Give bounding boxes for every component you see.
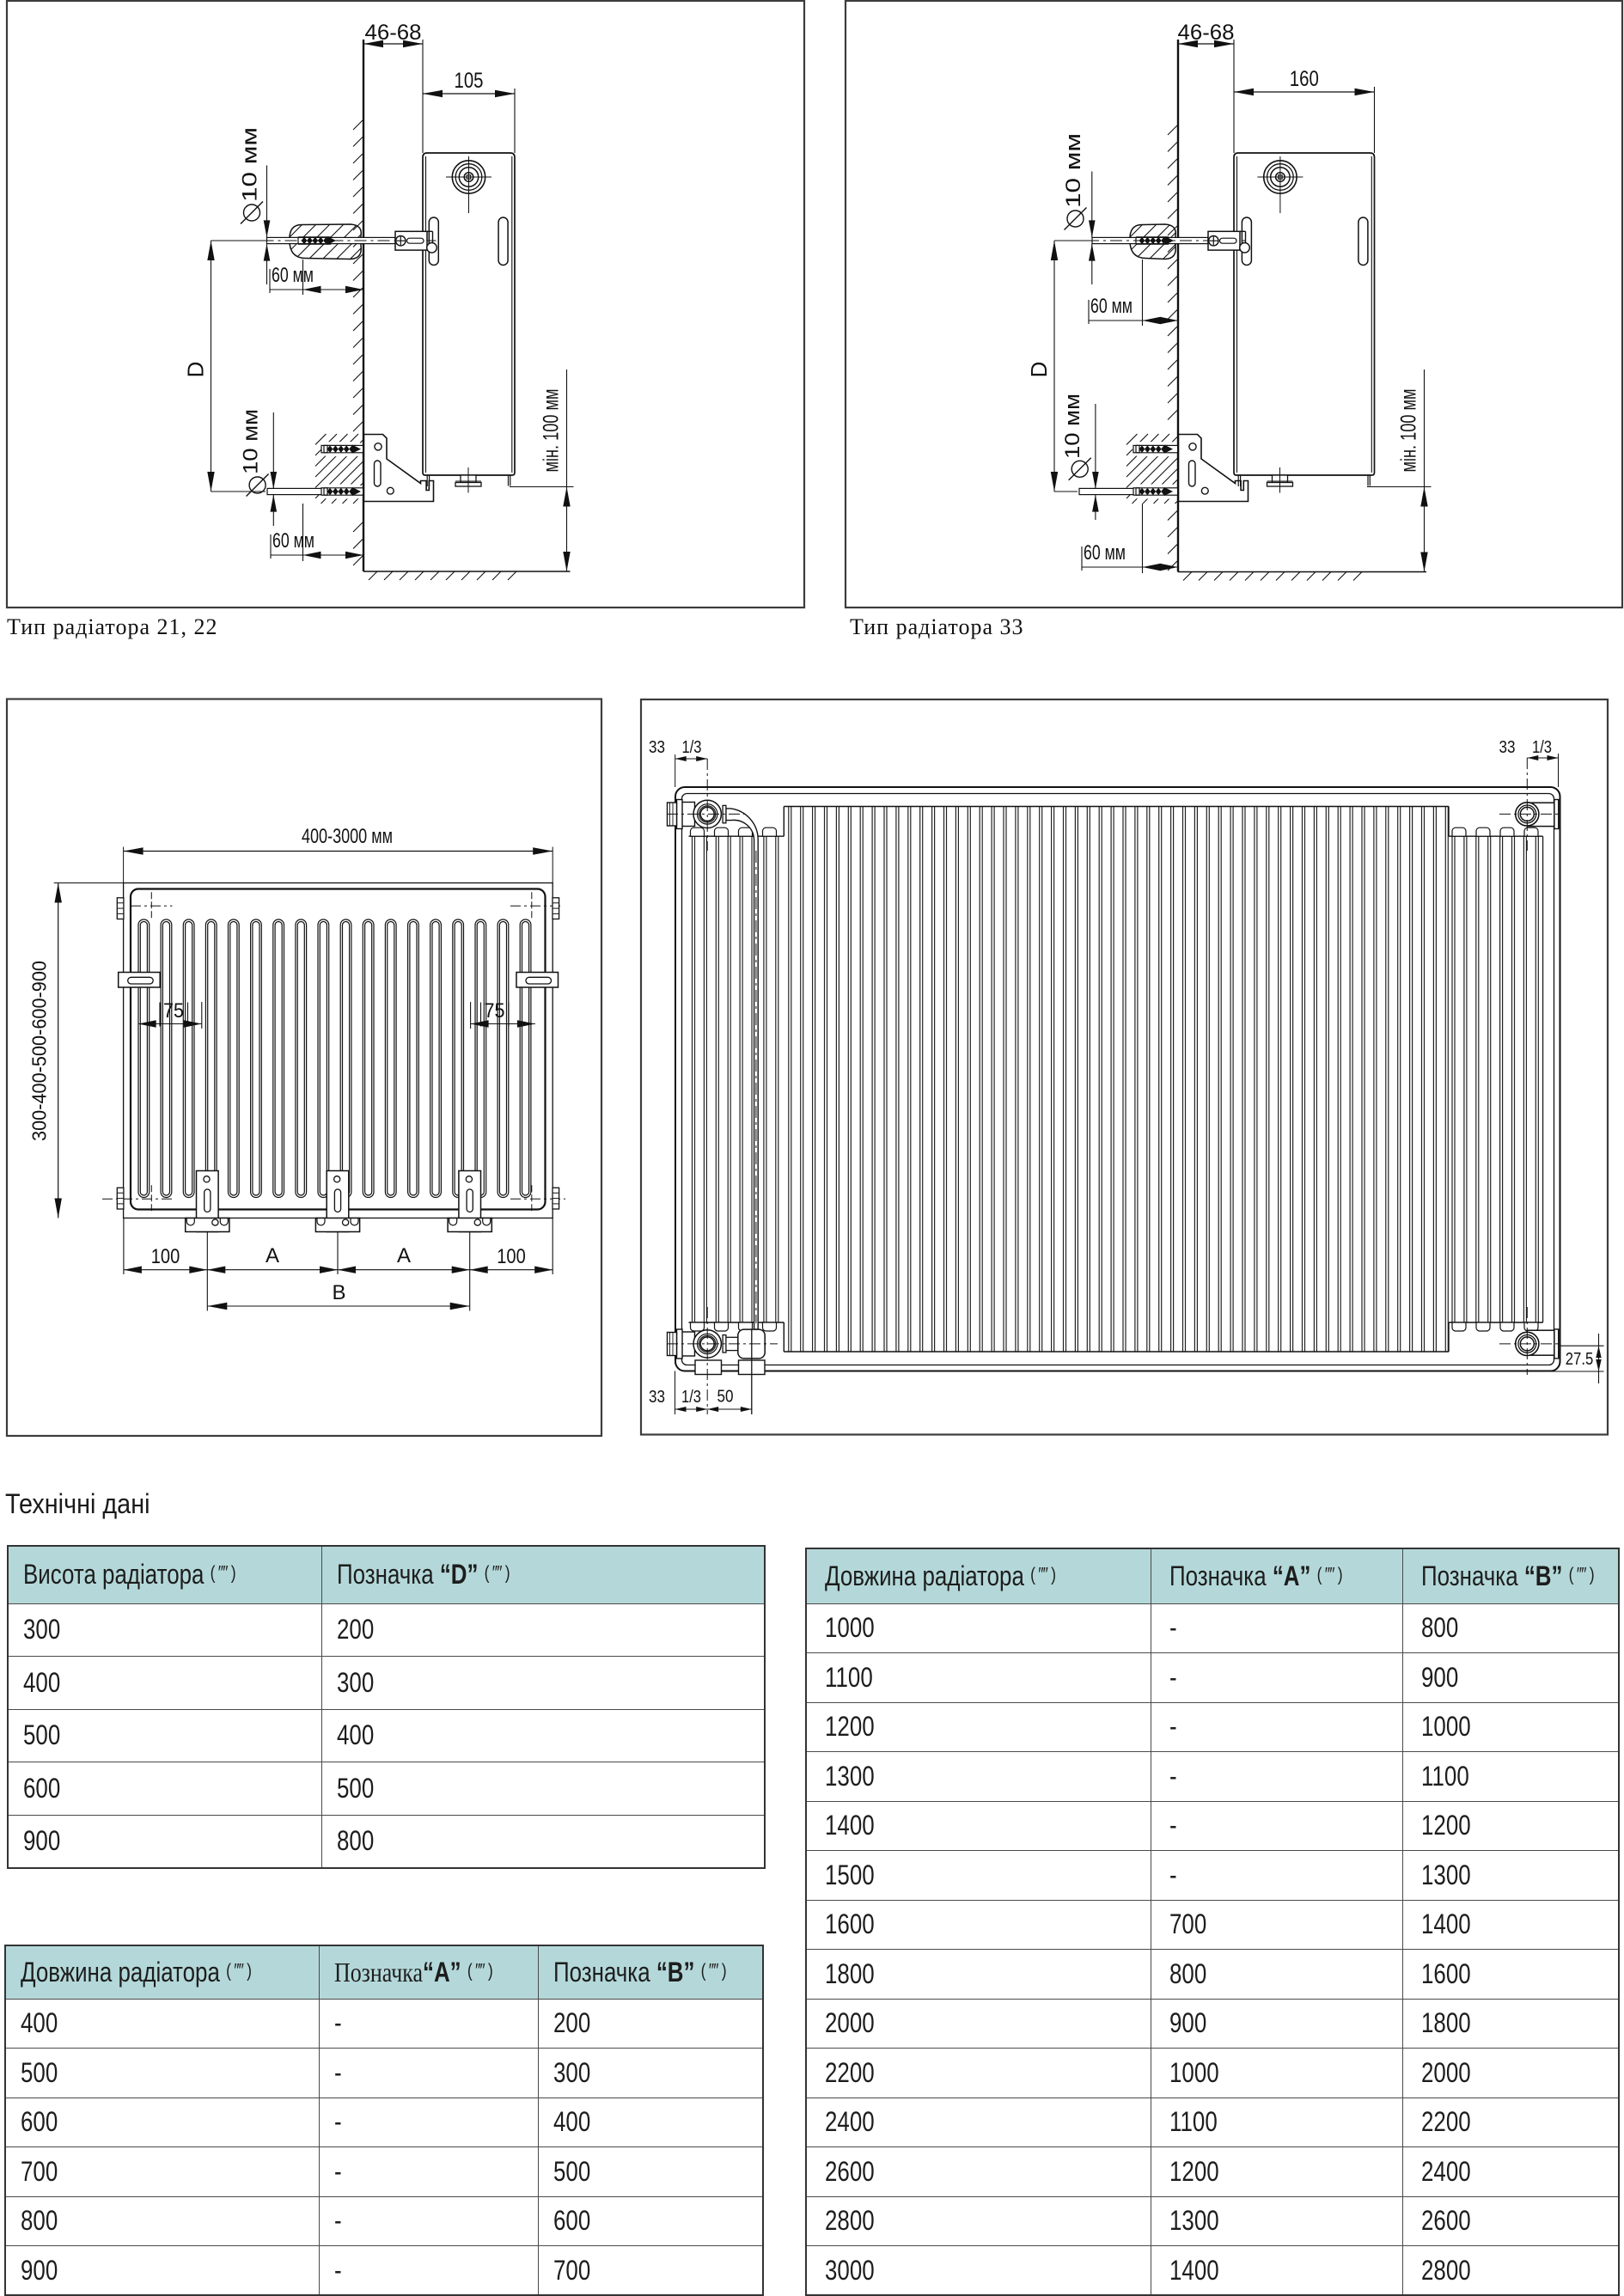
- svg-text:400-3000 мм: 400-3000 мм: [302, 825, 393, 848]
- svg-text:1/3: 1/3: [1532, 738, 1552, 757]
- svg-text:100: 100: [151, 1245, 180, 1268]
- svg-text:D: D: [183, 362, 209, 378]
- svg-text:75: 75: [163, 999, 184, 1023]
- svg-text:160: 160: [1290, 67, 1319, 91]
- svg-text:33: 33: [1499, 738, 1516, 757]
- svg-text:60 мм: 60 мм: [1090, 295, 1133, 318]
- svg-text:10 мм: 10 мм: [1062, 133, 1085, 208]
- svg-text:75: 75: [485, 999, 505, 1023]
- svg-text:46-68: 46-68: [1178, 21, 1235, 45]
- svg-text:мін. 100 мм: мін. 100 мм: [540, 389, 564, 473]
- svg-text:10 мм: 10 мм: [1061, 394, 1084, 459]
- svg-text:105: 105: [455, 69, 484, 93]
- svg-text:46-68: 46-68: [365, 21, 422, 45]
- svg-text:60 мм: 60 мм: [1084, 541, 1126, 565]
- svg-text:300-400-500-600-900: 300-400-500-600-900: [28, 961, 51, 1141]
- svg-text:33: 33: [649, 738, 665, 757]
- svg-text:27.5: 27.5: [1566, 1350, 1594, 1369]
- svg-text:10 мм: 10 мм: [239, 127, 262, 202]
- svg-text:50: 50: [717, 1388, 734, 1407]
- svg-text:1/3: 1/3: [682, 738, 702, 757]
- svg-text:33: 33: [649, 1388, 665, 1407]
- svg-text:10 мм: 10 мм: [240, 409, 263, 474]
- svg-text:D: D: [1026, 362, 1052, 378]
- svg-text:100: 100: [497, 1245, 526, 1268]
- svg-text:B: B: [332, 1281, 345, 1304]
- svg-text:A: A: [266, 1244, 279, 1267]
- svg-text:60 мм: 60 мм: [272, 264, 314, 287]
- svg-text:мін. 100 мм: мін. 100 мм: [1397, 389, 1421, 473]
- svg-text:A: A: [397, 1244, 411, 1267]
- svg-text:1/3: 1/3: [681, 1388, 701, 1407]
- svg-text:60 мм: 60 мм: [272, 529, 314, 553]
